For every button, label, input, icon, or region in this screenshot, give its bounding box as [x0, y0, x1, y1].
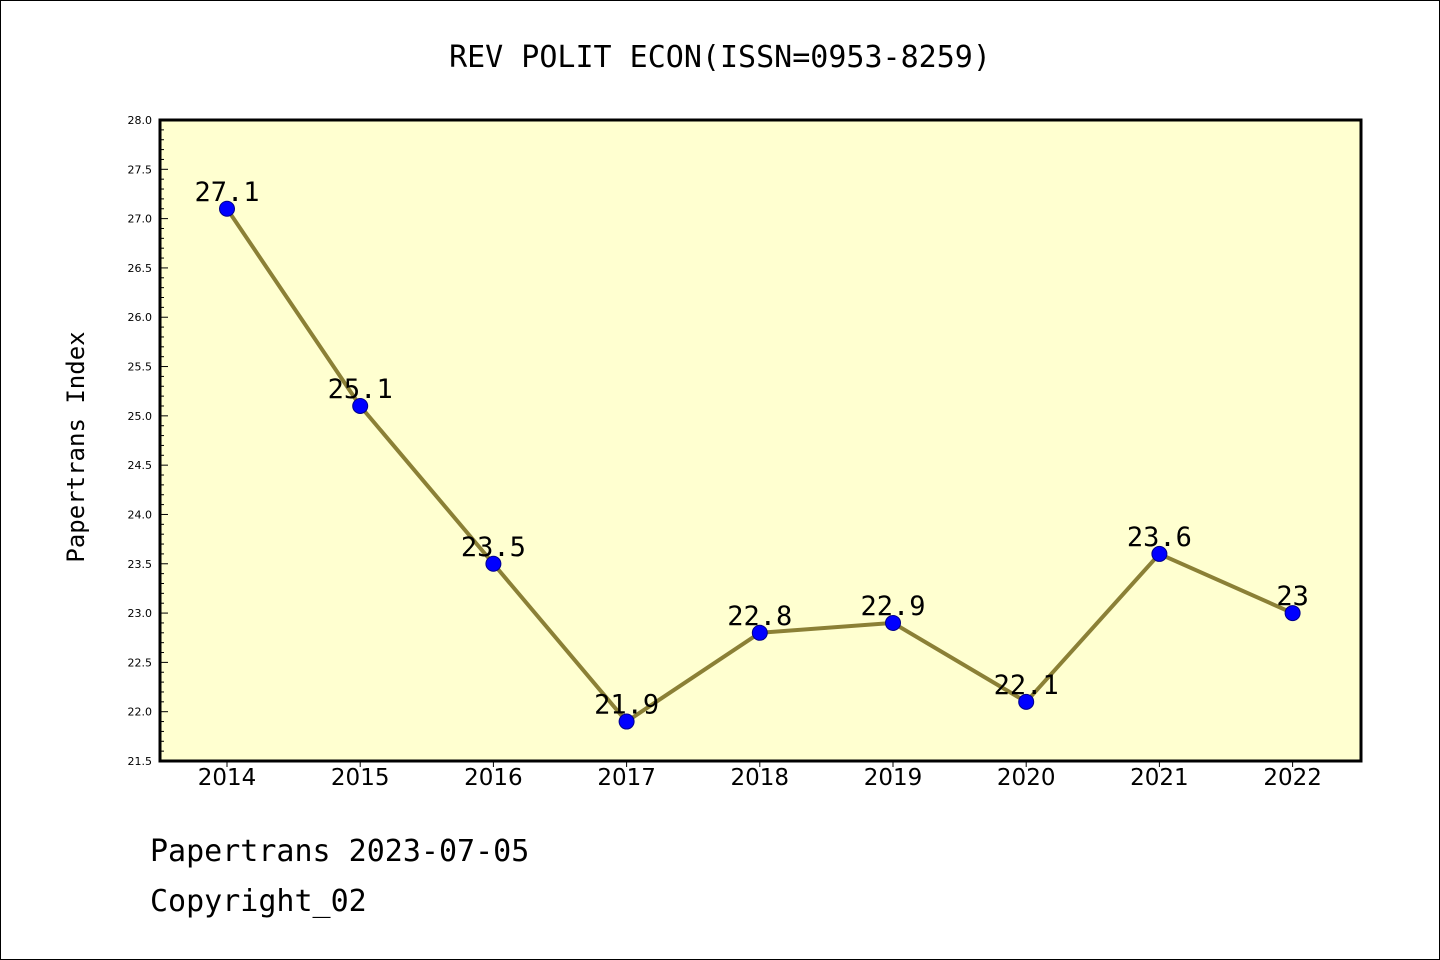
y-tick-label: 28.0 [128, 114, 153, 127]
data-point [618, 713, 635, 730]
x-tick-label: 2015 [331, 765, 390, 791]
data-label: 27.1 [194, 177, 259, 208]
data-point [751, 624, 768, 641]
y-tick-label: 27.5 [128, 163, 153, 176]
data-label: 22.8 [727, 601, 792, 632]
x-tick-label: 2020 [997, 765, 1056, 791]
chart-title: REV POLIT ECON(ISSN=0953-8259) [449, 40, 991, 75]
y-tick-label: 27.0 [128, 213, 153, 226]
footer-copyright-line: Copyright_02 [150, 884, 367, 919]
y-tick-label: 25.0 [128, 410, 153, 423]
y-tick-label: 26.5 [128, 262, 153, 275]
data-label: 23.6 [1127, 522, 1192, 553]
y-tick-label: 26.0 [128, 311, 153, 324]
x-tick-label: 2018 [731, 765, 790, 791]
y-tick-label: 23.0 [128, 607, 153, 620]
y-tick-label: 22.0 [128, 706, 153, 719]
data-label: 22.9 [860, 591, 925, 622]
data-point [885, 614, 901, 631]
data-point [352, 397, 369, 414]
x-tick-label: 2014 [198, 765, 257, 791]
y-tick-label: 24.0 [128, 508, 153, 521]
x-tick-label: 2019 [864, 765, 923, 791]
x-tick-label: 2022 [1263, 765, 1322, 791]
x-tick-label: 2021 [1130, 765, 1189, 791]
plot-border [158, 118, 1363, 763]
data-label: 21.9 [594, 690, 659, 721]
data-point [485, 555, 502, 572]
data-label: 23.5 [461, 532, 526, 563]
data-points [219, 200, 1301, 730]
y-tick-label: 25.5 [128, 361, 153, 374]
data-point [1284, 605, 1301, 622]
data-label: 23 [1276, 581, 1309, 612]
data-label: 25.1 [328, 374, 393, 405]
plot-area [160, 120, 1361, 761]
data-labels: 27.1 25.1 23.5 21.9 22.8 22.9 22.1 23.6 23 [194, 177, 1308, 721]
data-point [219, 200, 235, 217]
x-tick-label: 2016 [464, 765, 523, 791]
data-point [1151, 545, 1168, 562]
data-point [1018, 693, 1035, 710]
data-label: 22.1 [994, 670, 1059, 701]
footer-date-line: Papertrans 2023-07-05 [150, 834, 530, 869]
y-axis-ticks: 21.5 22.0 22.5 23.0 23.5 24.0 24.5 25.0 25.5 26.0… [128, 114, 168, 768]
x-axis-ticks: 2014 2015 2016 2017 2018 2019 2020 2021 2022 [198, 761, 1322, 791]
y-tick-label: 24.5 [128, 459, 153, 472]
y-tick-label: 22.5 [128, 656, 153, 669]
y-axis-label: Papertrans Index [62, 331, 90, 562]
y-tick-label: 23.5 [128, 558, 153, 571]
x-tick-label: 2017 [597, 765, 656, 791]
y-tick-label: 21.5 [128, 755, 153, 768]
